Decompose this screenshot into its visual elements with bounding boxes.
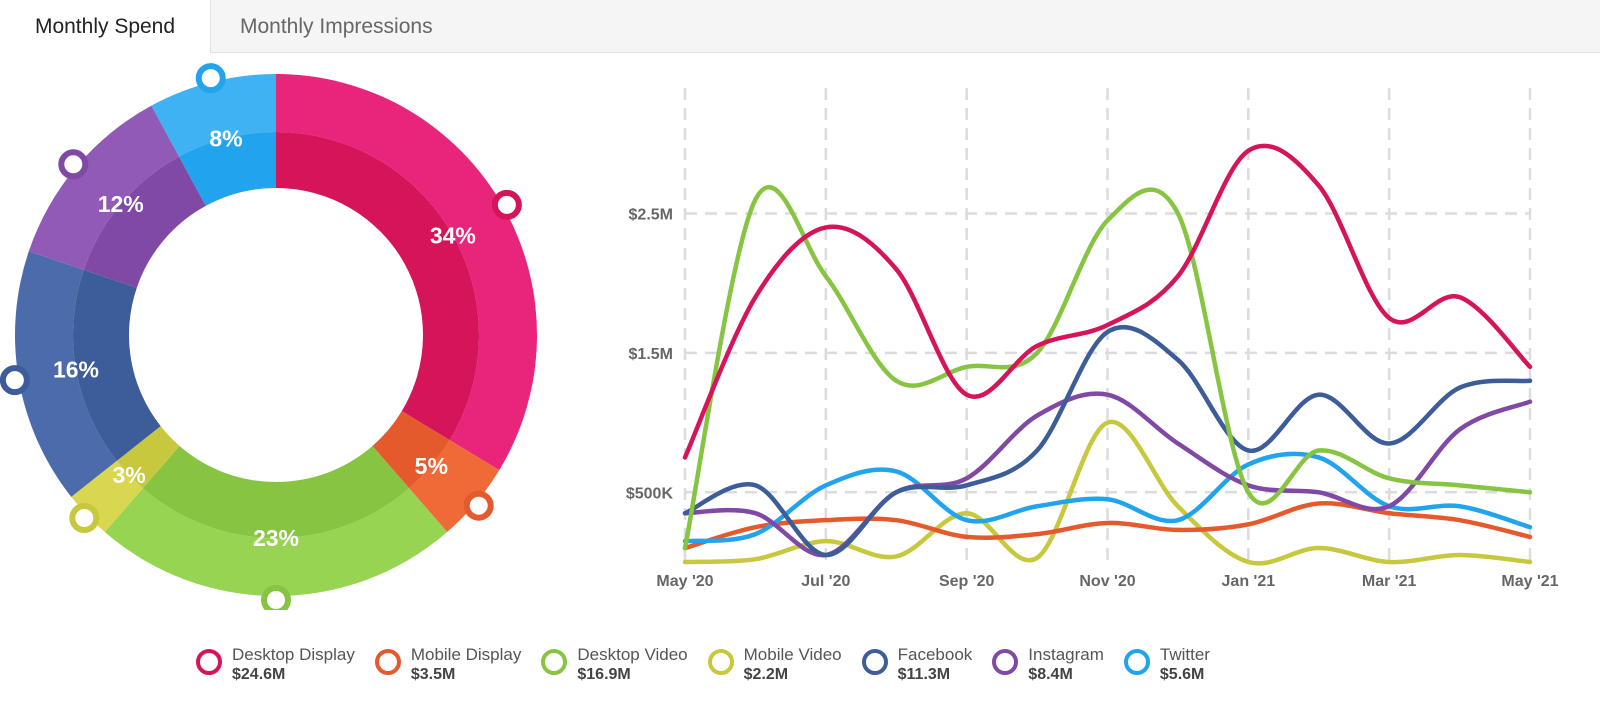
tab-monthly-impressions[interactable]: Monthly Impressions — [240, 15, 433, 38]
x-tick-label: Jan '21 — [1222, 573, 1276, 590]
donut-label-facebook: 16% — [53, 357, 99, 383]
y-tick-label: $1.5M — [629, 346, 673, 363]
donut-handle-mobile-display — [463, 490, 494, 521]
legend-item[interactable]: Mobile Display $3.5M — [374, 645, 522, 695]
donut-label-mobile-display: 5% — [415, 453, 448, 479]
donut-handle-twitter — [195, 63, 226, 94]
legend-name: Twitter — [1159, 645, 1210, 664]
legend-value: $11.3M — [897, 666, 951, 683]
legend-swatch-icon — [196, 649, 222, 675]
donut-label-mobile-video: 3% — [113, 462, 146, 488]
y-tick-label: $2.5M — [629, 206, 673, 223]
tab-monthly-spend[interactable]: Monthly Spend — [0, 0, 211, 53]
donut-label-instagram: 12% — [98, 191, 144, 217]
donut-slice-mobile-display-outer — [409, 440, 500, 533]
legend-swatch-icon — [1123, 649, 1150, 675]
donut-label-desktop-display: 34% — [430, 222, 476, 248]
legend-value: $5.6M — [1159, 666, 1205, 683]
legend-item[interactable]: Mobile Video $2.2M — [707, 645, 842, 695]
legend-name: Mobile Display — [410, 645, 522, 664]
tab-bar: Monthly Spend Monthly Impressions — [0, 0, 1600, 53]
donut-slice-desktop-display-outer — [276, 74, 537, 471]
x-tick-label: Nov '20 — [1079, 573, 1135, 590]
donut-slice-desktop-video-outer — [104, 488, 448, 596]
donut-slice-instagram — [83, 156, 206, 288]
donut-handle-desktop-video — [261, 585, 291, 610]
legend-item[interactable]: Instagram $8.4M — [992, 645, 1104, 695]
x-tick-label: May '20 — [656, 573, 713, 590]
legend-value: $16.9M — [577, 666, 631, 683]
legend-swatch-icon — [861, 649, 888, 675]
legend-value: $24.6M — [232, 666, 286, 683]
donut-slice-facebook-outer — [14, 251, 117, 497]
donut-slice-twitter — [179, 132, 276, 206]
legend-item[interactable]: Twitter $5.6M — [1123, 645, 1210, 695]
line-chart: May '20 Jul '20 Sep '20 Nov '20 Jan '21 Mar '… — [626, 88, 1559, 590]
series-line-mobile-display — [682, 500, 1533, 551]
x-tick-label: May '21 — [1501, 573, 1558, 590]
x-tick-label: Sep '20 — [939, 573, 994, 590]
legend-item[interactable]: Desktop Video $16.9M — [541, 645, 688, 695]
x-tick-label: Jul '20 — [801, 573, 850, 590]
legend-item[interactable]: Facebook $11.3M — [861, 645, 973, 695]
legend-swatch-icon — [707, 649, 734, 675]
legend-name: Desktop Display — [232, 645, 355, 664]
donut-label-desktop-video: 23% — [253, 525, 299, 551]
legend-item[interactable]: Desktop Display $24.6M — [196, 645, 355, 695]
legend-swatch-icon — [992, 649, 1019, 675]
donut-chart: 34% 5% 23% 3% 16% 12% 8% — [0, 63, 537, 610]
series-line-mobile-video — [682, 419, 1533, 566]
donut-slice-mobile-video — [116, 426, 180, 489]
donut-slice-facebook — [73, 269, 161, 461]
donut-label-twitter: 8% — [209, 125, 242, 151]
donut-slice-desktop-video — [142, 445, 410, 538]
donut-slice-desktop-display — [276, 132, 479, 441]
x-tick-label: Mar '21 — [1362, 573, 1417, 590]
donut-slice-twitter-outer — [151, 74, 276, 157]
donut-handle-instagram — [58, 149, 89, 180]
legend-name: Mobile Video — [743, 645, 842, 664]
donut-handle-desktop-display — [491, 189, 522, 220]
legend-swatch-icon — [541, 649, 568, 675]
legend: Desktop Display $24.6M Mobile Display $3… — [196, 645, 1230, 695]
donut-handle-facebook — [0, 365, 30, 396]
legend-name: Facebook — [897, 645, 973, 664]
series-line-desktop-video — [682, 185, 1533, 551]
y-tick-label: $500K — [626, 485, 674, 502]
legend-name: Desktop Video — [577, 645, 688, 664]
donut-handle-mobile-video — [69, 502, 100, 533]
donut-slice-mobile-display — [372, 411, 450, 489]
series-line-facebook — [682, 324, 1533, 558]
legend-value: $3.5M — [410, 666, 456, 683]
legend-swatch-icon — [374, 649, 401, 675]
series-line-desktop-display — [682, 143, 1533, 460]
legend-value: $8.4M — [1028, 666, 1073, 683]
donut-slice-instagram-outer — [28, 105, 180, 270]
legend-name: Instagram — [1028, 645, 1104, 664]
legend-value: $2.2M — [743, 666, 789, 683]
